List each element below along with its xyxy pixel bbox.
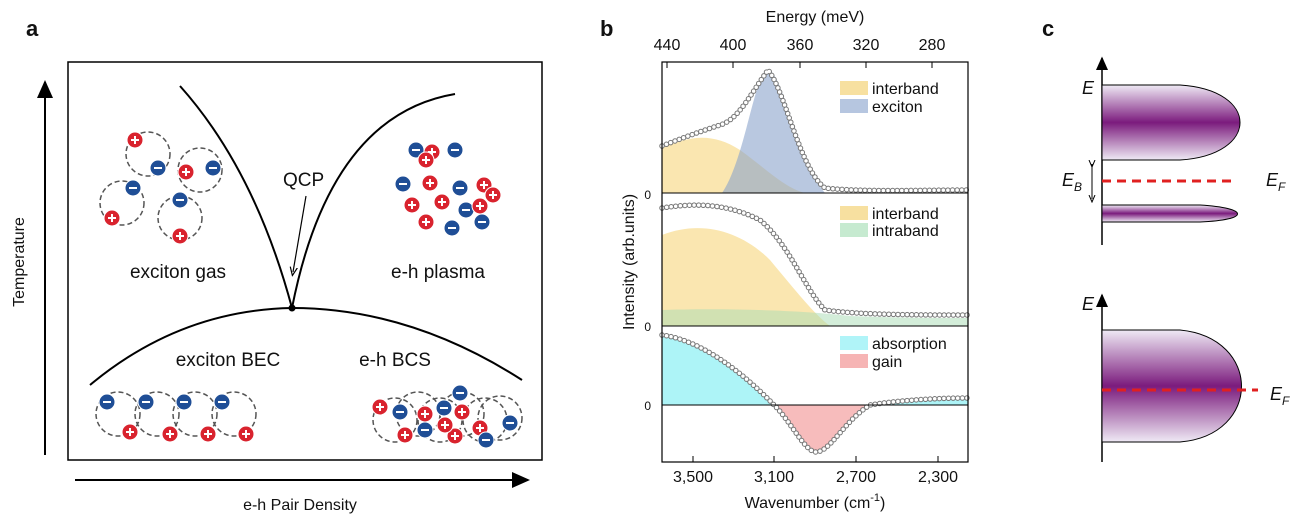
bottom-tick-label: 3,100 <box>754 469 794 486</box>
y-axis-title: Intensity (arb.units) <box>621 194 638 330</box>
frame <box>67 61 543 461</box>
legend-swatch <box>840 206 868 220</box>
exciton-area <box>722 70 825 193</box>
intraband-area <box>662 309 968 326</box>
region-label: exciton BEC <box>176 350 281 371</box>
legend-swatch <box>840 336 868 350</box>
pair-ring <box>95 391 141 437</box>
zero-label: 0 <box>644 399 651 413</box>
energy-label: E <box>1082 294 1095 314</box>
bottom-tick-label: 3,500 <box>673 469 713 486</box>
pair-ring <box>477 395 523 441</box>
y-axis-title: Temperature <box>11 217 28 307</box>
bottom-axis-title: Wavenumber (cm-1) <box>745 492 886 512</box>
legend-swatch <box>840 223 868 237</box>
frame <box>661 61 969 463</box>
legends: interbandexcitoninterbandintrabandabsorp… <box>840 81 947 371</box>
dome <box>89 306 523 386</box>
top-tick-label: 320 <box>853 37 880 54</box>
energy-label: E <box>1082 78 1095 98</box>
panel-a: a Temperature e-h Pair Density QCP excit… <box>11 16 543 514</box>
panel-label: a <box>26 16 39 41</box>
absorption-area <box>662 335 774 405</box>
x-axis-title: e-h Pair Density <box>243 497 357 514</box>
phase-boundary <box>179 85 293 309</box>
legend-label: absorption <box>872 336 947 353</box>
top-tick-label: 280 <box>919 37 946 54</box>
legend-label: exciton <box>872 99 923 116</box>
legend-label: interband <box>872 81 939 98</box>
top-tick-label: 400 <box>720 37 747 54</box>
panel-label: c <box>1042 16 1054 41</box>
pair-ring <box>125 131 171 177</box>
pair-ring <box>99 180 145 226</box>
region-label: e-h plasma <box>391 262 485 283</box>
gain-area <box>774 405 870 452</box>
panel-b: b 0 0 0 Intensity (arb.units) Energy (me… <box>600 9 971 512</box>
upper-band <box>1101 84 1241 161</box>
data-points <box>660 203 970 317</box>
particles <box>95 131 523 449</box>
zero-label: 0 <box>644 320 651 334</box>
pair-ring <box>372 397 418 443</box>
bottom-tick-label: 2,700 <box>836 469 876 486</box>
pair-ring <box>172 391 218 437</box>
pair-ring <box>211 391 257 437</box>
qcp-arrow <box>293 195 307 272</box>
phase-boundary <box>291 93 456 309</box>
top-tick-label: 360 <box>787 37 814 54</box>
fermi-label: EF <box>1270 384 1290 408</box>
panel-c: c E EB EF E EF <box>1042 16 1290 462</box>
region-label: exciton gas <box>130 262 226 283</box>
bottom-tick-label: 2,300 <box>918 469 958 486</box>
top-axis-title: Energy (meV) <box>766 9 865 26</box>
fermi-label: EF <box>1266 170 1286 194</box>
top-tick-label: 440 <box>654 37 681 54</box>
panel-label: b <box>600 16 613 41</box>
zero-label: 0 <box>644 188 651 202</box>
pair-ring <box>134 391 180 437</box>
legend-label: intraband <box>872 223 939 240</box>
qcp-point <box>288 304 296 312</box>
legend-swatch <box>840 99 868 113</box>
legend-swatch <box>840 354 868 368</box>
interband-area <box>662 228 830 326</box>
ticks: 440 400 360 320 280 3,500 3,100 2,700 2,300 <box>654 37 958 486</box>
qcp-label: QCP <box>283 170 324 191</box>
data-points <box>660 333 970 454</box>
legend-label: interband <box>872 206 939 223</box>
legend-label: gain <box>872 354 902 371</box>
legend-swatch <box>840 81 868 95</box>
band <box>1101 329 1242 443</box>
lower-band <box>1101 204 1238 223</box>
binding-label: EB <box>1062 170 1082 194</box>
data-points <box>660 67 970 193</box>
region-label: e-h BCS <box>359 350 431 371</box>
